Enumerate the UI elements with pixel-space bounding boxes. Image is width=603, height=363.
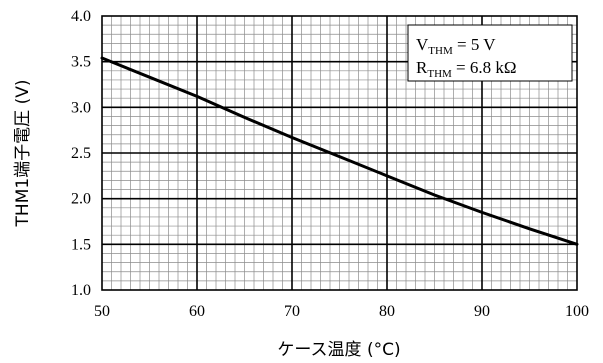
x-axis-title: ケース温度 (°C) [277, 340, 400, 360]
plot-frame [101, 15, 578, 291]
y-tick-label: 3.0 [71, 99, 91, 116]
y-tick-label: 4.0 [71, 8, 91, 25]
y-tick-label: 1.0 [71, 282, 91, 299]
x-tick-label: 50 [94, 303, 110, 320]
annotation-box [407, 24, 573, 82]
x-tick-labels: 50 60 70 80 90 100 [94, 303, 589, 320]
x-tick-label: 60 [189, 303, 205, 320]
y-tick-label: 3.5 [71, 54, 91, 71]
x-tick-label: 90 [474, 303, 490, 320]
annotation-vthm: VTHM = 5 V [416, 35, 496, 57]
x-tick-label: 70 [284, 303, 300, 320]
annotation-rthm: RTHM = 6.8 kΩ [416, 58, 517, 80]
y-axis-title: THM1端子電圧 (V) [13, 80, 33, 228]
y-tick-label: 2.5 [71, 145, 91, 162]
x-tick-label: 80 [379, 303, 395, 320]
x-tick-label: 100 [565, 303, 589, 320]
y-tick-label: 2.0 [71, 191, 91, 208]
series-line-0 [100, 56, 579, 246]
legend-box: VTHM = 5 V RTHM = 6.8 kΩ [407, 24, 573, 82]
y-tick-label: 1.5 [71, 236, 91, 253]
series-layer [100, 56, 579, 246]
y-tick-labels: 1.0 1.5 2.0 2.5 3.0 3.5 4.0 [71, 8, 91, 299]
